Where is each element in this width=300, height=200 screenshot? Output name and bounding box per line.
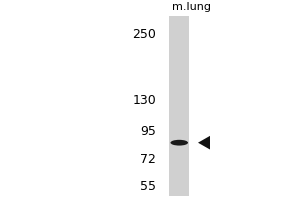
Text: 55: 55 <box>140 180 156 193</box>
Text: 95: 95 <box>140 125 156 138</box>
Polygon shape <box>198 136 210 150</box>
Text: 130: 130 <box>132 94 156 107</box>
Text: 72: 72 <box>140 153 156 166</box>
Text: m.lung: m.lung <box>172 2 211 12</box>
Text: 250: 250 <box>132 28 156 41</box>
Bar <box>169 16 189 196</box>
Ellipse shape <box>170 140 188 146</box>
